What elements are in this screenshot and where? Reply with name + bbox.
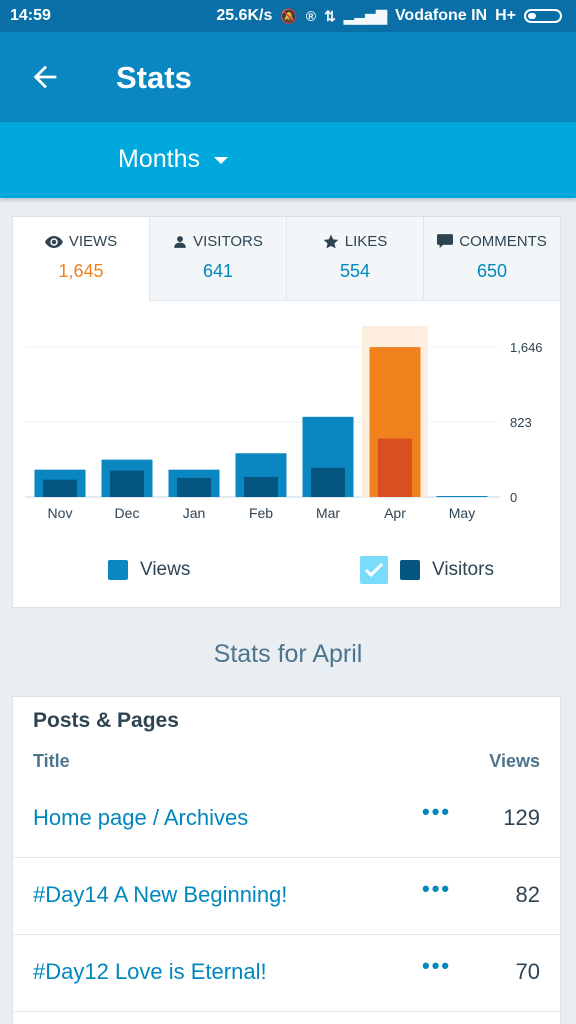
tab-views-label: VIEWS [68,233,118,250]
post-views-count: 82 [515,882,540,907]
tab-visitors-label: VISITORS [193,233,263,250]
x-category-label: Apr [384,505,406,521]
tab-visitors[interactable]: VISITORS 641 [150,217,287,301]
y-tick-label: 823 [510,415,532,430]
more-options-icon[interactable]: ••• [422,799,452,824]
stats-tabs: VIEWS 1,645 VISITORS 641 LIKES 554 [13,217,560,301]
x-category-label: Jan [183,505,206,521]
post-views-count: 70 [515,959,540,984]
stats-chart-card: VIEWS 1,645 VISITORS 641 LIKES 554 [12,216,561,608]
status-time: 14:59 [10,7,51,24]
list-item[interactable]: Home page / Archives ••• 129 [13,781,560,858]
y-tick-label: 0 [510,490,517,505]
post-title-link[interactable]: Home page / Archives [33,805,249,830]
posts-pages-card: Posts & Pages Title Views Home page / Ar… [12,696,561,1024]
period-bar: Months [0,122,576,198]
person-icon [174,235,186,248]
tab-likes[interactable]: LIKES 554 [287,217,424,301]
tab-comments[interactable]: COMMENTS 650 [424,217,560,301]
tab-comments-value: 650 [476,261,508,281]
page-title: Stats [116,60,192,95]
x-category-label: Dec [115,505,140,521]
x-category-label: Feb [249,505,273,521]
tab-likes-value: 554 [339,261,371,281]
visitors-bar [177,477,211,497]
carrier-name: Vodafone IN [394,7,488,24]
status-bar: 14:59 25.6K/s 🔕 ® ⇅ ▂▃▅▇ Vodafone IN H+ [0,0,576,32]
column-header-views: Views [489,751,540,771]
post-views-count: 129 [503,805,540,830]
registered-icon: ® [305,8,317,24]
tab-likes-label: LIKES [344,233,388,250]
visitors-bar [378,438,412,497]
network-speed: 25.6K/s [216,7,273,24]
bar-chart: 1,646 823 0 Nov Dec Jan Feb Mar Apr May [25,326,543,521]
visitors-toggle-checkbox[interactable] [360,556,388,584]
signal-icon: ▂▃▅▇ [343,7,387,24]
posts-pages-title: Posts & Pages [33,709,179,732]
tab-visitors-value: 641 [202,261,234,281]
views-legend-swatch [108,560,128,580]
comment-icon [437,234,454,249]
views-bar [436,496,488,497]
tab-views-value: 1,645 [58,261,104,281]
section-title: Stats for April [213,640,363,668]
column-header-title: Title [33,751,70,771]
list-item[interactable]: #Day14 A New Beginning! ••• 82 [13,858,560,935]
x-category-label: Mar [316,505,340,521]
visitors-bar [43,479,77,497]
tab-views[interactable]: VIEWS 1,645 [13,217,150,301]
eye-icon [44,235,63,248]
x-category-label: May [449,505,475,521]
views-legend-label: Views [140,559,191,580]
post-title-link[interactable]: #Day12 Love is Eternal! [33,959,267,984]
period-dropdown[interactable]: Months [118,145,228,174]
mute-icon: 🔕 [280,7,298,24]
list-item[interactable]: #Day12 Love is Eternal! ••• 70 [13,935,560,1012]
more-options-icon[interactable]: ••• [422,953,452,978]
x-category-label: Nov [48,505,73,521]
more-options-icon[interactable]: ••• [422,876,452,901]
tab-comments-label: COMMENTS [459,233,547,250]
checkmark-icon [364,562,384,578]
post-title-link[interactable]: #Day14 A New Beginning! [33,882,288,907]
chart-legend: Views Visitors [13,555,560,595]
network-type: H+ [495,7,516,24]
y-tick-label: 1,646 [510,340,543,355]
star-icon [323,234,339,248]
status-right: 25.6K/s 🔕 ® ⇅ ▂▃▅▇ Vodafone IN H+ [216,7,562,25]
app-bar: Stats [0,32,576,122]
visitors-bar [244,476,278,497]
chevron-down-icon [213,157,228,164]
battery-icon [524,9,562,23]
arrow-left-icon[interactable] [28,60,62,94]
visitors-bar [311,467,345,497]
period-label: Months [118,145,200,173]
visitors-legend-label: Visitors [432,559,494,580]
visitors-legend-swatch [400,560,420,580]
data-transfer-icon: ⇅ [324,7,336,24]
visitors-bar [110,470,144,497]
